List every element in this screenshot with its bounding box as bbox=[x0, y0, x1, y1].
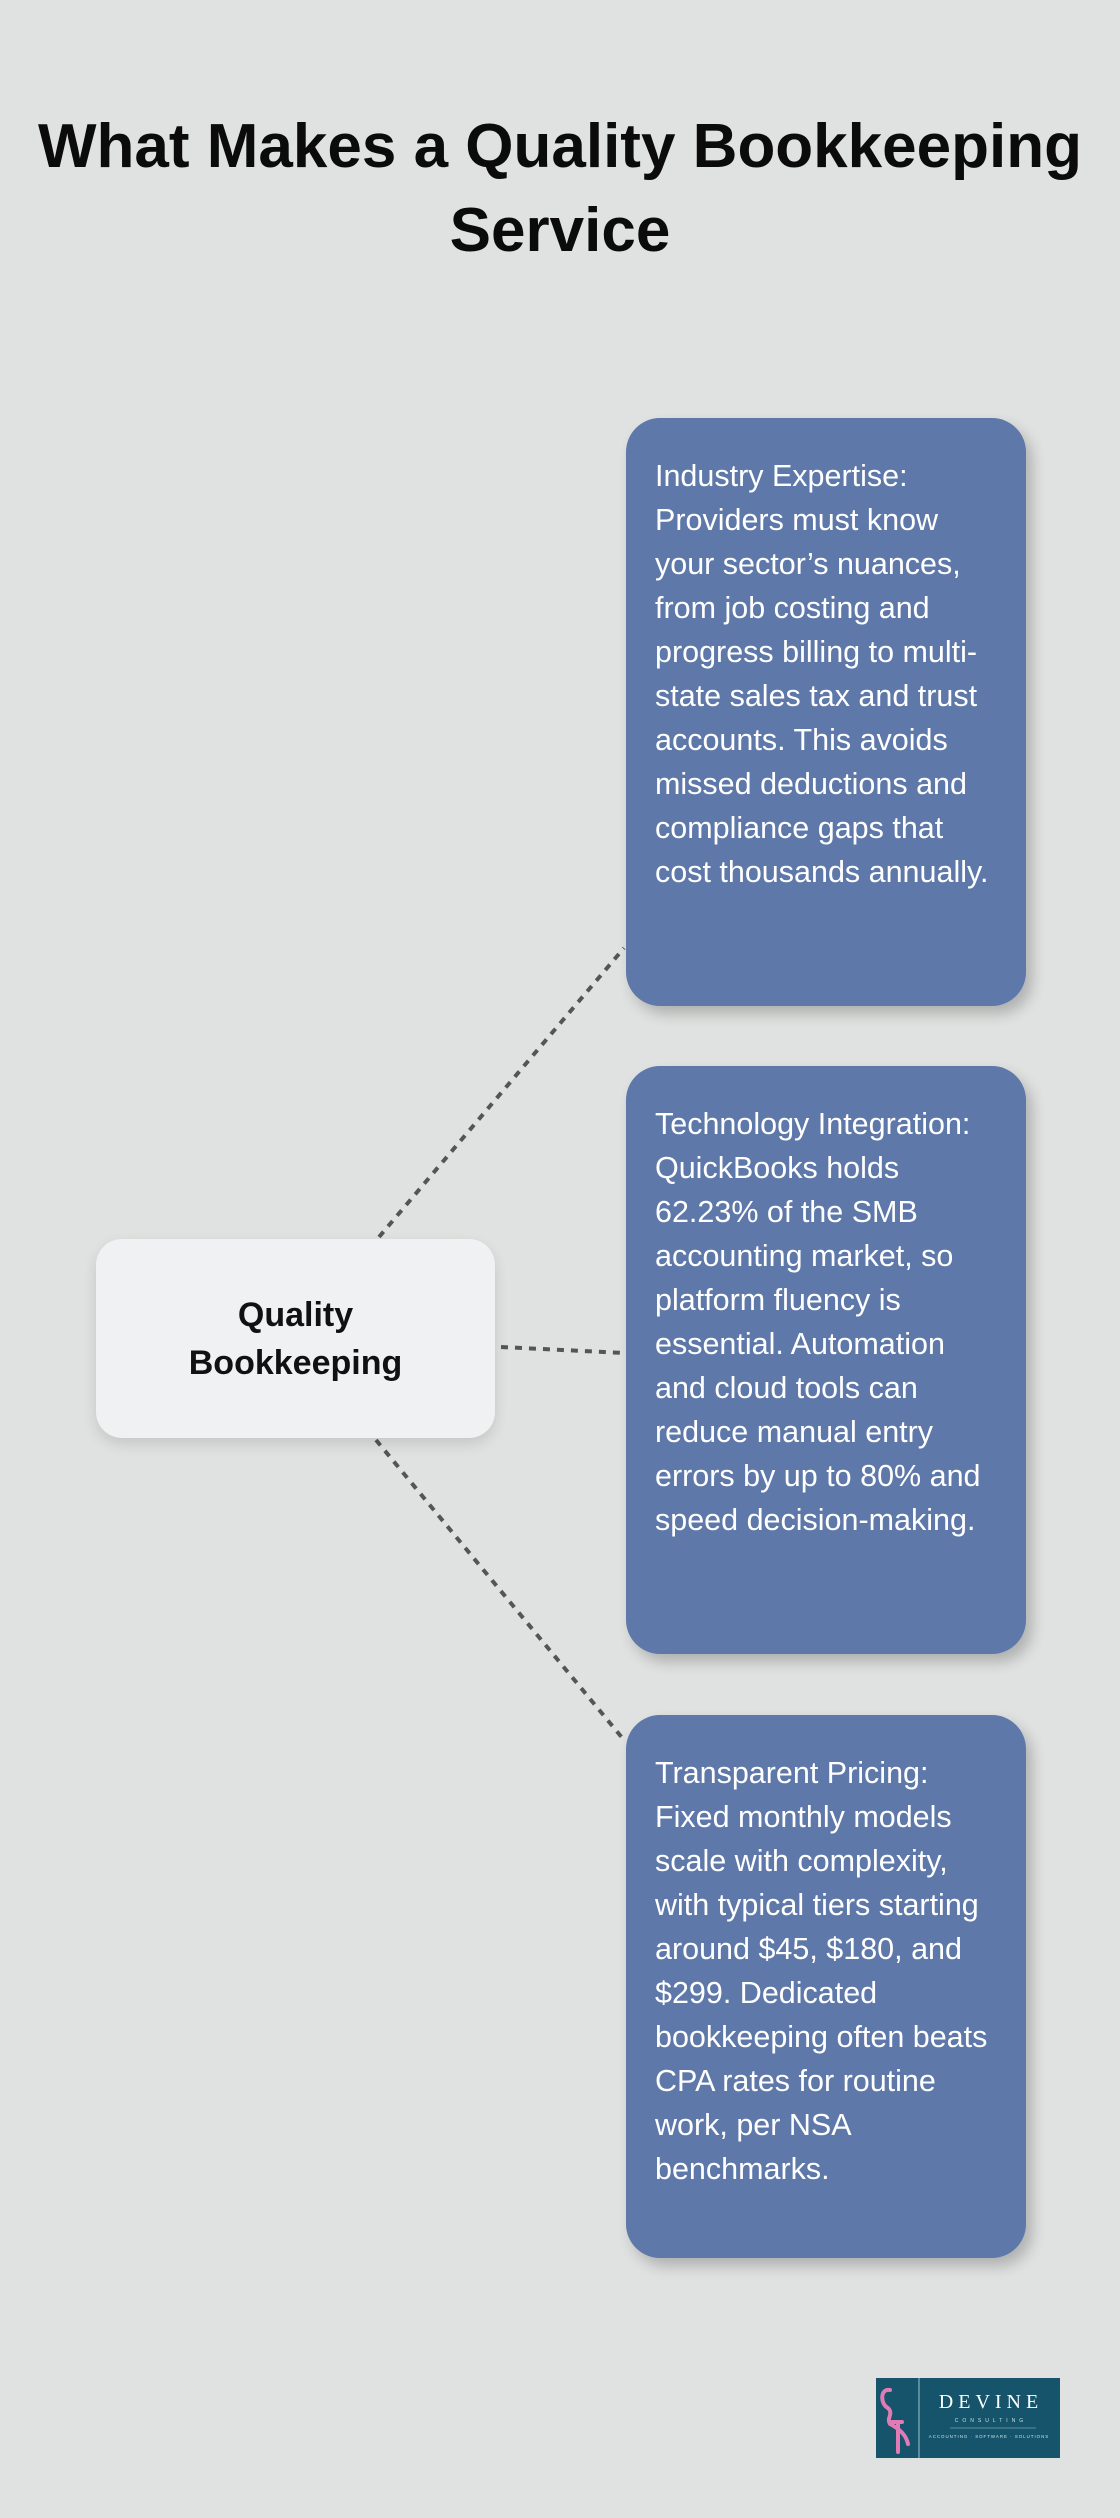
card-technology-integration: Technology Integration: QuickBooks holds… bbox=[626, 1066, 1026, 1654]
card-text: Transparent Pricing: Fixed monthly model… bbox=[655, 1756, 988, 2186]
card-text: Industry Expertise: Providers must know … bbox=[655, 459, 989, 889]
connector-1 bbox=[377, 946, 626, 1239]
connector-2 bbox=[500, 1345, 625, 1355]
connector-3 bbox=[374, 1438, 626, 1742]
card-transparent-pricing: Transparent Pricing: Fixed monthly model… bbox=[626, 1715, 1026, 2258]
card-industry-expertise: Industry Expertise: Providers must know … bbox=[626, 418, 1026, 1006]
card-text: Technology Integration: QuickBooks holds… bbox=[655, 1107, 981, 1537]
svg-text:CONSULTING: CONSULTING bbox=[955, 2418, 1027, 2424]
hub-label: Quality Bookkeeping bbox=[188, 1295, 403, 1382]
hub-node: Quality Bookkeeping bbox=[96, 1239, 495, 1438]
svg-text:ACCOUNTING · SOFTWARE · SOLUTI: ACCOUNTING · SOFTWARE · SOLUTIONS bbox=[929, 2434, 1049, 2439]
flamingo-icon: DEVINE CONSULTING ACCOUNTING · SOFTWARE … bbox=[880, 2378, 1049, 2458]
svg-text:DEVINE: DEVINE bbox=[939, 2391, 1043, 2413]
page-title: What Makes a Quality Bookkeeping Service bbox=[38, 112, 1082, 265]
devine-consulting-logo: DEVINE CONSULTING ACCOUNTING · SOFTWARE … bbox=[876, 2378, 1060, 2458]
